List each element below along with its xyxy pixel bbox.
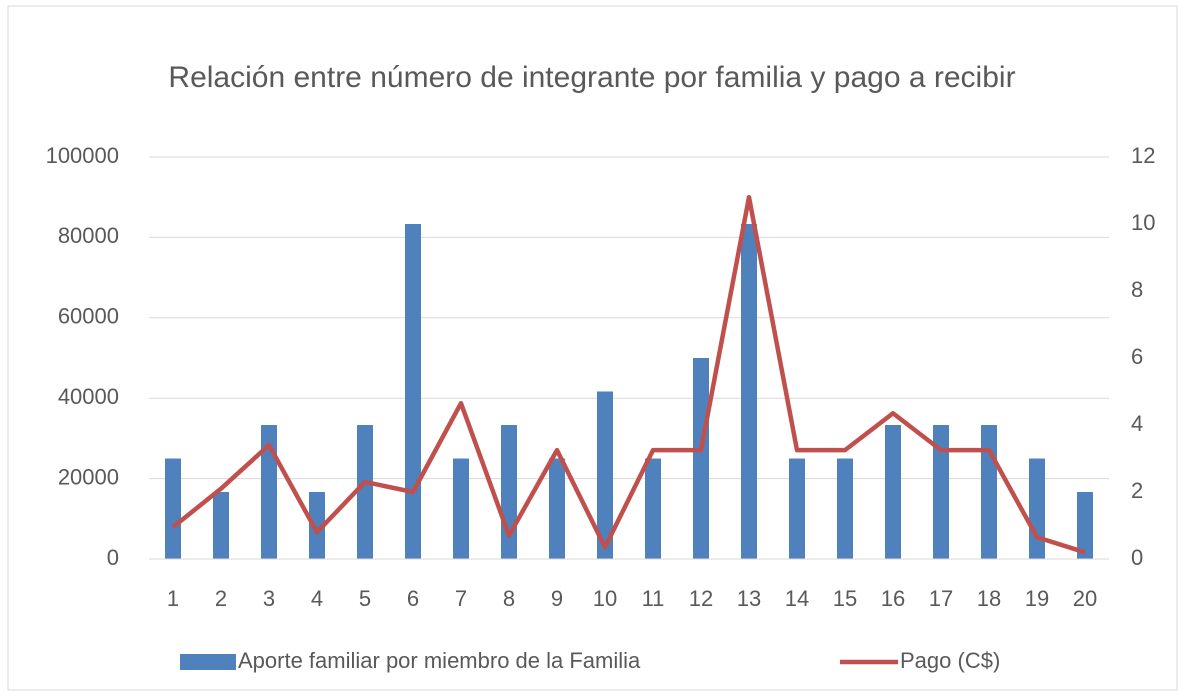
y-tick-label: 80000 — [58, 223, 119, 248]
x-tick-label: 11 — [642, 586, 665, 611]
y2-tick-label: 4 — [1131, 411, 1143, 436]
x-tick-label: 17 — [929, 586, 953, 611]
bar — [981, 425, 997, 559]
y-tick-label: 100000 — [46, 143, 119, 168]
legend-label: Pago (C$) — [900, 648, 1000, 673]
x-tick-label: 10 — [593, 586, 617, 611]
bar — [405, 224, 421, 559]
x-tick-label: 7 — [455, 586, 467, 611]
y-tick-label: 20000 — [58, 464, 119, 489]
line — [171, 194, 1086, 555]
bar — [549, 458, 565, 559]
y-tick-label: 60000 — [58, 304, 119, 329]
bar — [165, 458, 181, 559]
x-tick-label: 18 — [977, 586, 1001, 611]
x-tick-label: 20 — [1073, 586, 1097, 611]
x-tick-label: 5 — [359, 586, 371, 611]
bar — [309, 491, 325, 559]
bar — [1077, 491, 1093, 559]
x-tick-label: 16 — [881, 586, 905, 611]
y2-tick-label: 2 — [1131, 478, 1143, 503]
x-tick-label: 3 — [263, 586, 275, 611]
y2-tick-label: 12 — [1131, 143, 1155, 168]
bar — [645, 458, 661, 559]
y-tick-label: 40000 — [58, 384, 119, 409]
x-tick-label: 2 — [215, 586, 227, 611]
y2-tick-label: 6 — [1131, 344, 1143, 369]
bar — [1029, 458, 1045, 559]
bar — [261, 425, 277, 559]
bar — [837, 458, 853, 559]
x-tick-label: 12 — [689, 586, 713, 611]
bar — [597, 391, 613, 559]
bar — [453, 458, 469, 559]
bar — [693, 358, 709, 559]
y2-tick-label: 0 — [1131, 545, 1143, 570]
legend-swatch — [180, 654, 236, 670]
x-tick-label: 8 — [503, 586, 515, 611]
x-tick-label: 19 — [1025, 586, 1049, 611]
bar — [213, 491, 229, 559]
bar — [501, 425, 517, 559]
bar — [885, 425, 901, 559]
x-tick-label: 6 — [407, 586, 419, 611]
chart-border — [7, 5, 1178, 691]
x-tick-label: 4 — [311, 586, 323, 611]
bar — [357, 425, 373, 559]
x-tick-label: 15 — [833, 586, 857, 611]
legend-label: Aporte familiar por miembro de la Famili… — [238, 648, 641, 673]
bar — [741, 224, 757, 559]
x-tick-label: 14 — [785, 586, 809, 611]
bar — [789, 458, 805, 559]
y-tick-label: 0 — [107, 545, 119, 570]
chart-title: Relación entre número de integrante por … — [168, 61, 1016, 94]
y2-tick-label: 10 — [1131, 210, 1155, 235]
x-tick-label: 1 — [167, 586, 179, 611]
x-tick-label: 9 — [551, 586, 563, 611]
y2-tick-label: 8 — [1131, 277, 1143, 302]
x-tick-label: 13 — [737, 586, 761, 611]
bar — [933, 425, 949, 559]
